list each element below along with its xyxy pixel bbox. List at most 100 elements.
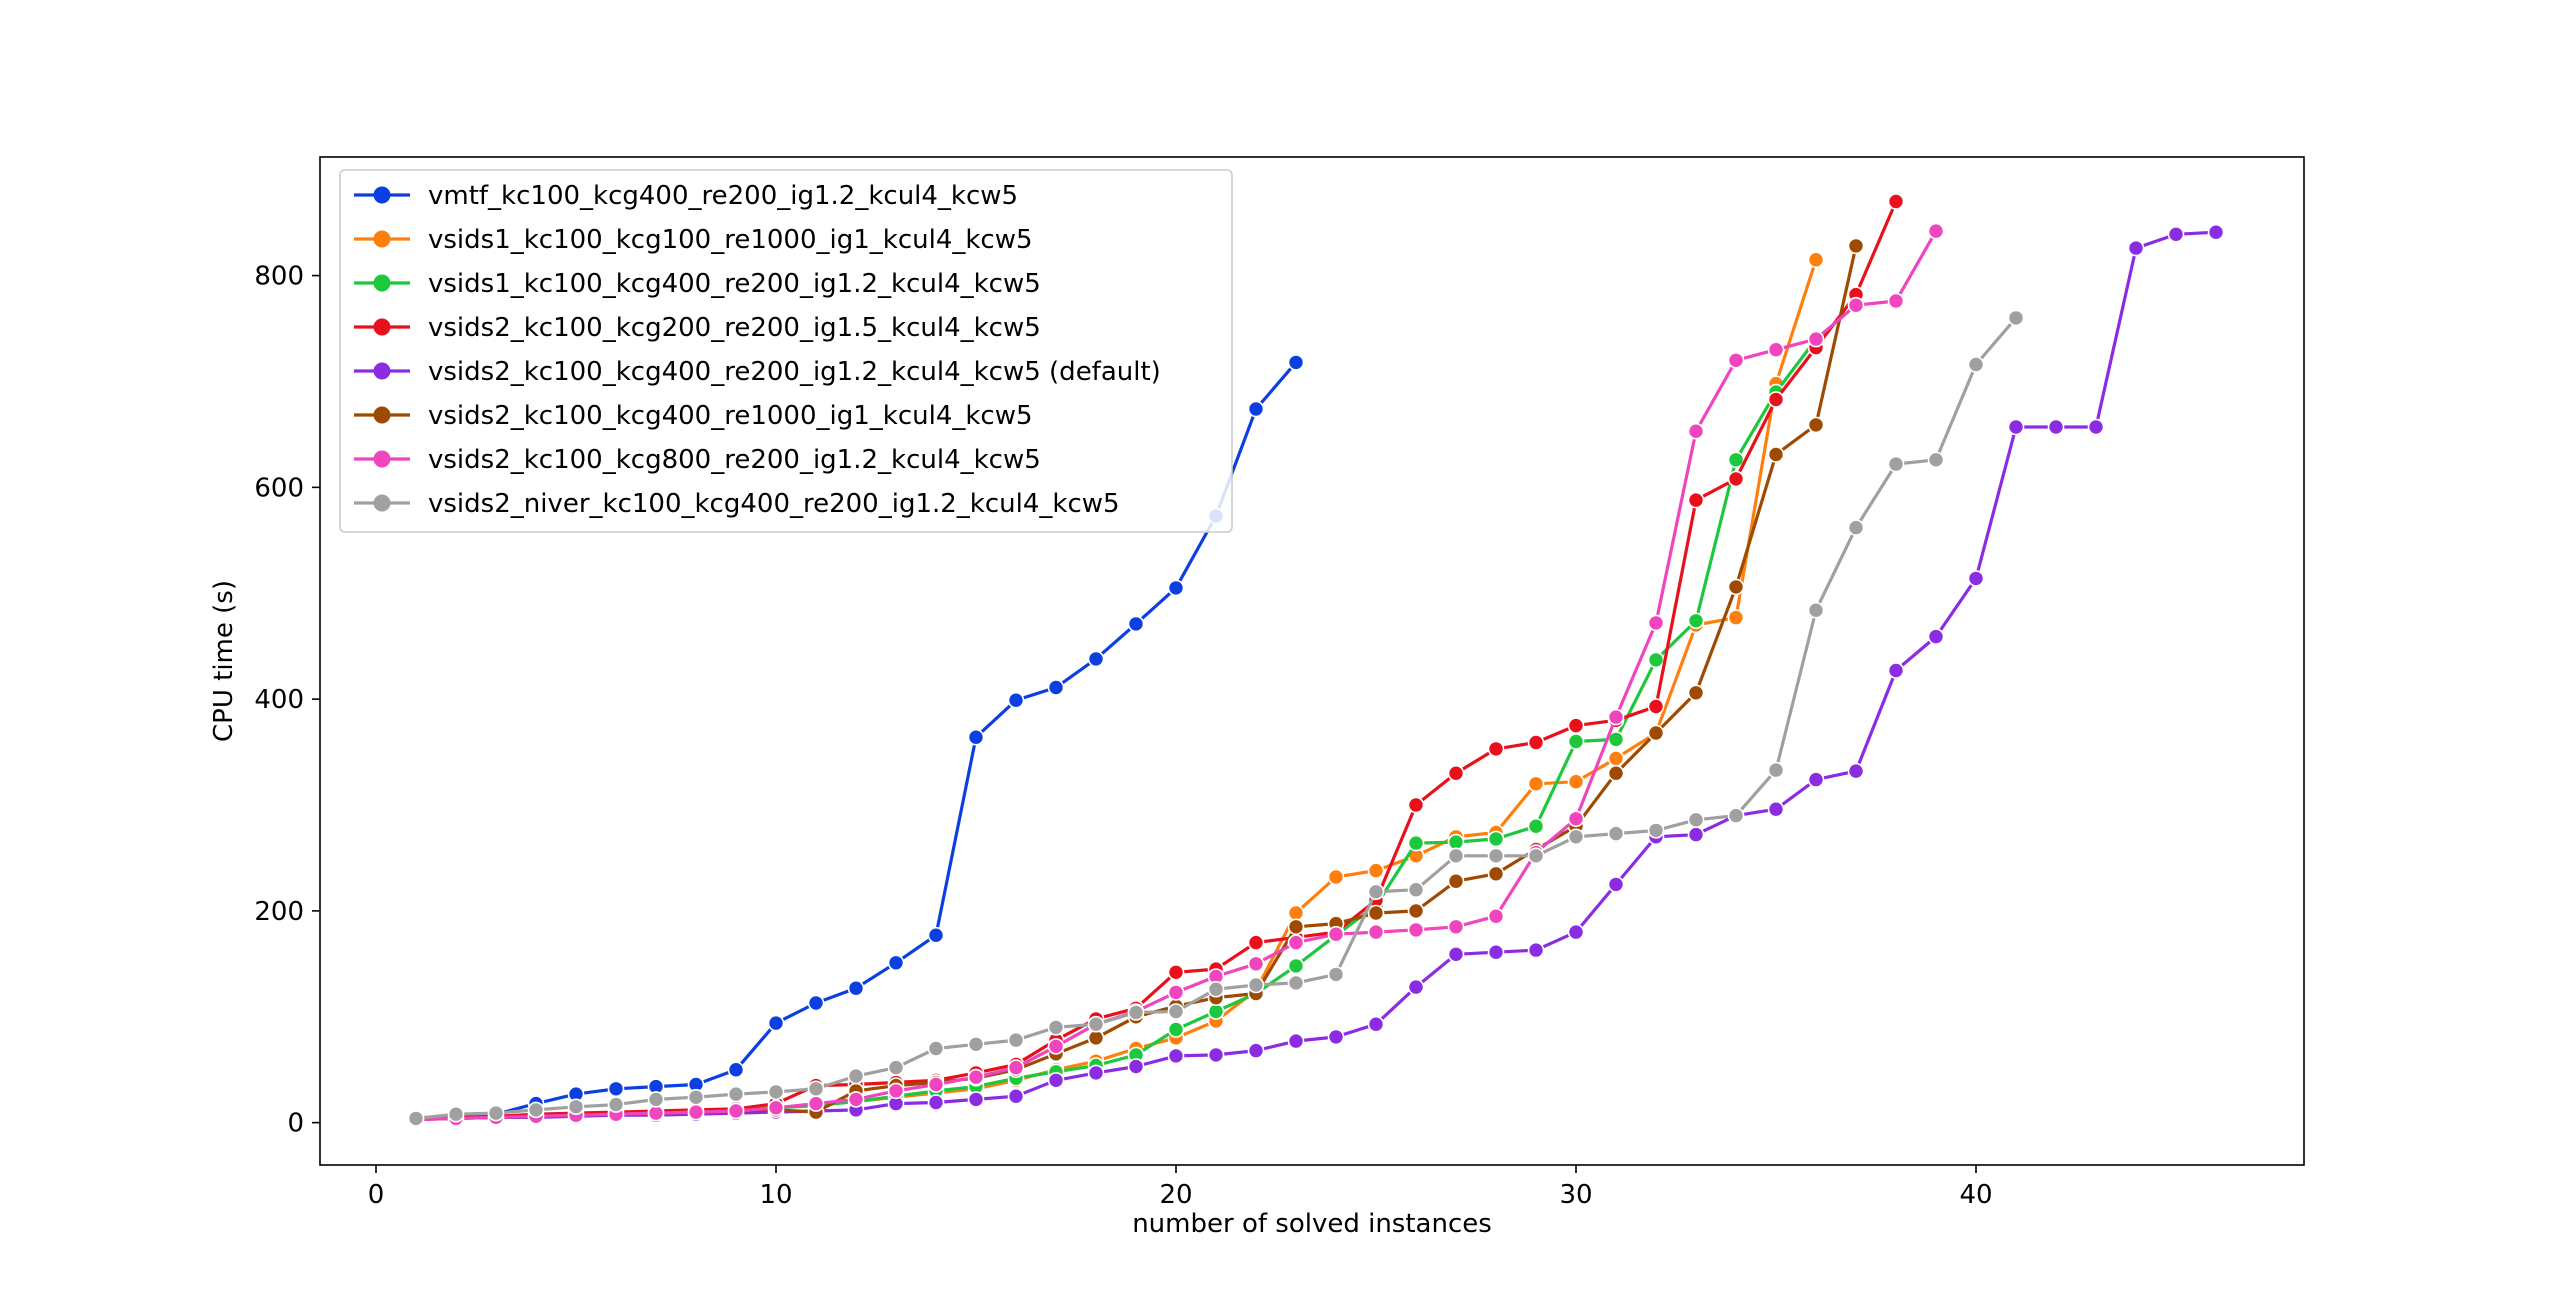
legend-marker: [373, 274, 391, 292]
legend-marker: [373, 450, 391, 468]
series-7-point: [687, 1103, 705, 1121]
legend-entry: vsids2_kc100_kcg400_re1000_ig1_kcul4_kcw…: [354, 401, 1033, 431]
series-1-point: [807, 994, 825, 1012]
series-6-point: [1647, 724, 1665, 742]
series-8-point: [1007, 1031, 1025, 1049]
series-7-point: [807, 1095, 825, 1112]
series-7-point: [1847, 296, 1865, 314]
series-8-point: [1287, 974, 1305, 992]
series-4-point: [1727, 470, 1745, 488]
series-1-point: [1167, 579, 1185, 597]
series-8-point: [887, 1059, 905, 1076]
series-5-point: [2047, 418, 2065, 436]
series-7-point: [1047, 1038, 1065, 1055]
series-4-point: [1247, 934, 1265, 951]
series-8-point: [487, 1104, 505, 1122]
legend-entry: vsids2_kc100_kcg800_re200_ig1.2_kcul4_kc…: [354, 445, 1041, 475]
series-4-point: [1887, 193, 1905, 210]
series-1-point: [927, 926, 945, 944]
series-2-point: [1527, 775, 1545, 793]
series-6-point: [1287, 918, 1305, 936]
series-5-line: [414, 230, 2218, 1122]
x-tick-label: 0: [368, 1180, 385, 1210]
legend-label: vsids2_niver_kc100_kcg400_re200_ig1.2_kc…: [428, 489, 1120, 519]
series-2-point: [1367, 862, 1385, 879]
series-8-point: [1847, 519, 1865, 536]
series-5-point: [1487, 943, 1505, 961]
y-axis-title: CPU time (s): [209, 580, 239, 742]
y-tick-label: 0: [287, 1109, 304, 1139]
series-1-point: [727, 1061, 745, 1078]
series-8-point: [1927, 451, 1945, 469]
series-4-point: [1767, 391, 1785, 408]
series-5-point: [1607, 876, 1625, 893]
series-1-point: [767, 1014, 785, 1032]
series-3-point: [1287, 957, 1305, 975]
series-1-point: [1007, 691, 1025, 709]
series-7-point: [1887, 292, 1905, 310]
y-tick-label: 200: [254, 897, 304, 927]
series-8-point: [527, 1101, 545, 1119]
series-5-point: [1927, 628, 1945, 645]
series-8-point: [967, 1036, 985, 1053]
series-2-point: [1727, 609, 1745, 626]
series-1-point: [1047, 679, 1065, 696]
series-8-point: [407, 1110, 425, 1127]
x-axis: 0 10 20 30 40: [368, 1165, 1993, 1210]
legend-label: vsids1_kc100_kcg100_re1000_ig1_kcul4_kcw…: [428, 225, 1033, 255]
series-7-point: [1807, 330, 1825, 348]
series-5-point: [1207, 1046, 1225, 1064]
series-7-point: [1287, 934, 1305, 951]
series-5-point: [1327, 1028, 1345, 1046]
series-7-point: [927, 1076, 945, 1093]
series-5-point: [2007, 418, 2025, 436]
series-5-point: [1127, 1058, 1145, 1075]
plot-frame: [319, 156, 2305, 1166]
series-5-point: [2207, 223, 2225, 241]
series-7-point: [647, 1104, 665, 1122]
series-1-point: [967, 728, 985, 746]
series-7-point: [1607, 708, 1625, 726]
series-8-point: [927, 1040, 945, 1057]
series-7-point: [1407, 921, 1425, 939]
series-7-point: [767, 1099, 785, 1117]
legend-entry: vsids1_kc100_kcg100_re1000_ig1_kcul4_kcw…: [354, 225, 1033, 255]
x-tick-label: 20: [1159, 1180, 1192, 1210]
series-7-point: [1727, 351, 1745, 369]
series-1-point: [607, 1080, 625, 1098]
series-1-point: [1087, 650, 1105, 668]
series-8-point: [1047, 1019, 1065, 1036]
series-8-point: [1527, 847, 1545, 865]
x-tick-label: 40: [1959, 1180, 1992, 1210]
series-2-point: [1807, 251, 1825, 269]
series-7-point: [1687, 422, 1705, 440]
series-8-point: [1127, 1004, 1145, 1021]
series-1-point: [847, 979, 865, 997]
series-5-point: [1967, 570, 1985, 587]
series-5-point: [2087, 418, 2105, 436]
series-8-point: [1687, 811, 1705, 829]
series-5-point: [1807, 771, 1825, 788]
series-8-point: [847, 1067, 865, 1085]
x-axis-title: number of solved instances: [1132, 1209, 1492, 1239]
series-7-point: [887, 1082, 905, 1100]
series-8-point: [767, 1083, 785, 1101]
series-5-point: [1567, 923, 1585, 941]
series-8-point: [647, 1091, 665, 1108]
series-8-point: [1887, 455, 1905, 473]
series-7-point: [967, 1068, 985, 1086]
series-8-point: [447, 1105, 465, 1123]
series-8-point: [1447, 847, 1465, 865]
legend-label: vsids2_kc100_kcg400_re200_ig1.2_kcul4_kc…: [428, 357, 1161, 387]
series-8: [407, 309, 2025, 1127]
legend-entry: vsids1_kc100_kcg400_re200_ig1.2_kcul4_kc…: [354, 269, 1041, 299]
series-7: [407, 222, 1945, 1128]
series-7-point: [1247, 955, 1265, 973]
series-8-point: [1087, 1015, 1105, 1033]
series-4-point: [1567, 717, 1585, 734]
series-3-point: [1727, 451, 1745, 469]
series-7-point: [1447, 918, 1465, 936]
series-4-point: [1487, 740, 1505, 758]
series-5-point: [2167, 226, 2185, 243]
y-tick-label: 600: [254, 473, 304, 503]
